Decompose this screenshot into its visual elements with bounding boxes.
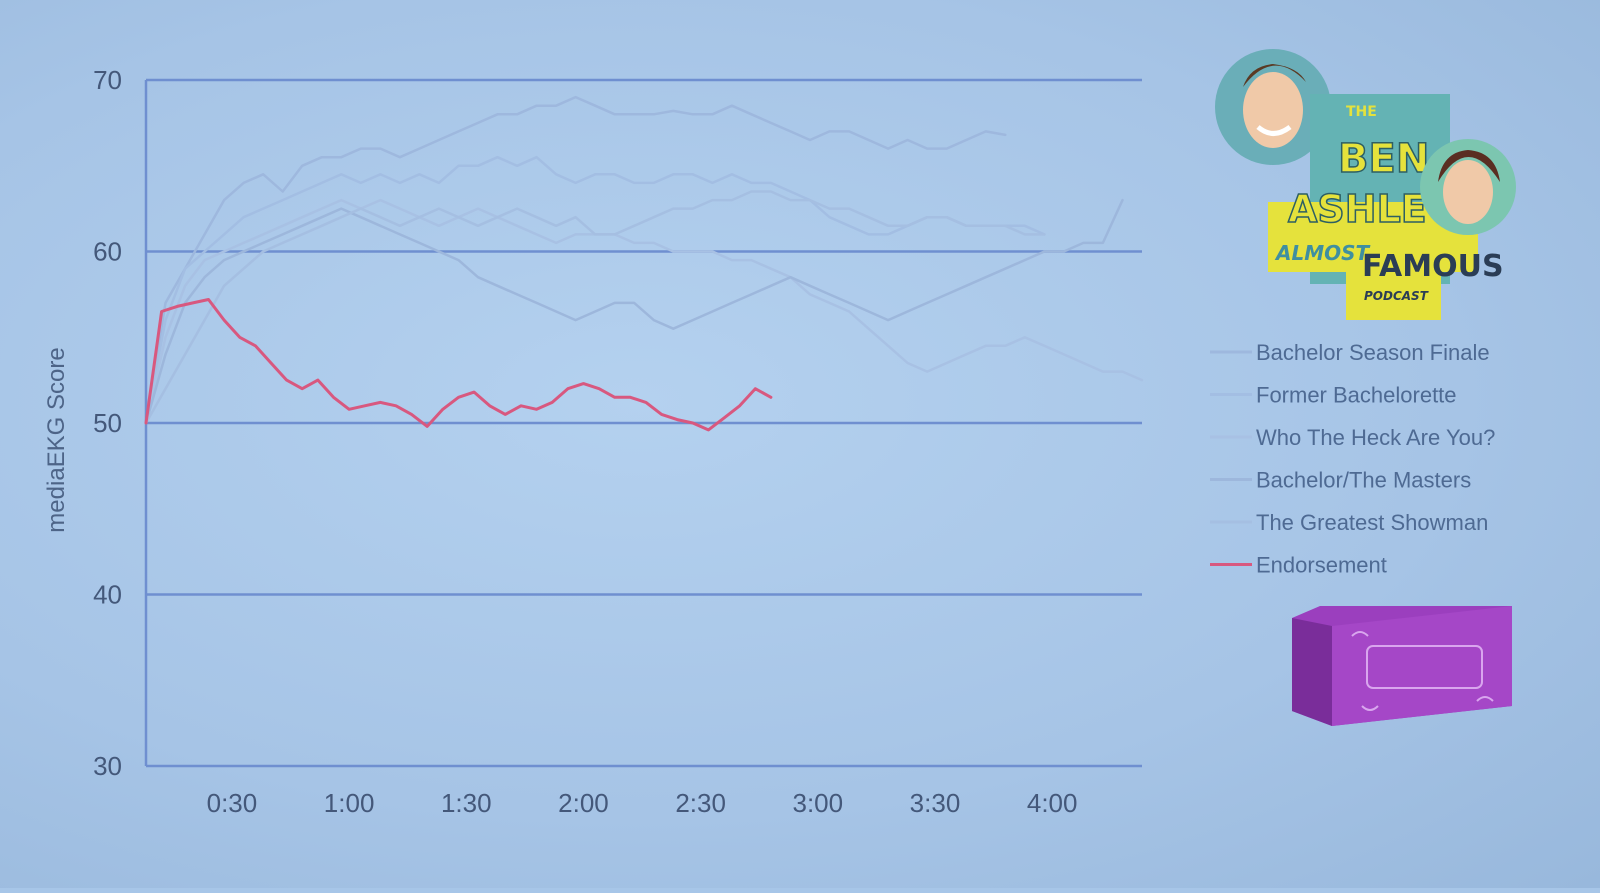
series-line-3 (144, 198, 1124, 425)
legend-label: Former Bachelorette (1256, 383, 1457, 408)
x-tick-label: 1:30 (441, 788, 492, 818)
y-tick-label: 50 (93, 408, 122, 438)
x-tick-label: 3:30 (910, 788, 961, 818)
svg-text:THE: THE (1346, 104, 1377, 120)
legend-label: The Greatest Showman (1256, 510, 1488, 535)
x-tick-label: 2:30 (675, 788, 726, 818)
series-line-0 (144, 95, 1007, 425)
legend: Bachelor Season Finale Former Bachelorett… (1210, 340, 1495, 578)
x-tick-label: 0:30 (207, 788, 258, 818)
y-axis-label: mediaEKG Score (43, 347, 70, 532)
svg-text:PODCAST: PODCAST (1364, 289, 1429, 303)
svg-text:BEN: BEN (1338, 136, 1429, 182)
x-tick-label: 1:00 (324, 788, 375, 818)
x-tick-label: 3:00 (793, 788, 844, 818)
legend-label: Who The Heck Are You? (1256, 425, 1495, 450)
svg-text:FAMOUS: FAMOUS (1362, 249, 1504, 284)
series-line-5 (144, 298, 773, 432)
y-tick-label: 60 (93, 237, 122, 267)
y-tick-label: 70 (93, 65, 122, 95)
x-tick-label: 4:00 (1027, 788, 1078, 818)
series-line-2 (144, 198, 1144, 425)
legend-label: Endorsement (1256, 553, 1387, 578)
podcast-logo: THE BEN ASHLEY I ALMOST FAMOUS PODCAST (1215, 49, 1516, 320)
series-line-4 (144, 190, 1046, 425)
legend-label: Bachelor Season Finale (1256, 340, 1490, 365)
legend-label: Bachelor/The Masters (1256, 468, 1471, 493)
x-tick-label: 2:00 (558, 788, 609, 818)
y-tick-label: 40 (93, 580, 122, 610)
series-line-1 (144, 155, 1046, 425)
product-box-image (1292, 606, 1512, 726)
svg-text:ALMOST: ALMOST (1274, 241, 1371, 265)
y-tick-label: 30 (93, 751, 122, 781)
